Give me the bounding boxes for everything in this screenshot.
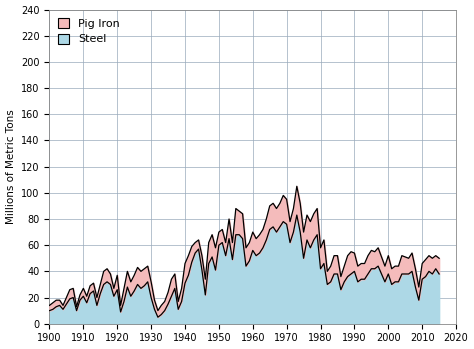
Y-axis label: Millions of Metric Tons: Millions of Metric Tons (6, 109, 16, 224)
Legend: Pig Iron, Steel: Pig Iron, Steel (55, 15, 123, 48)
